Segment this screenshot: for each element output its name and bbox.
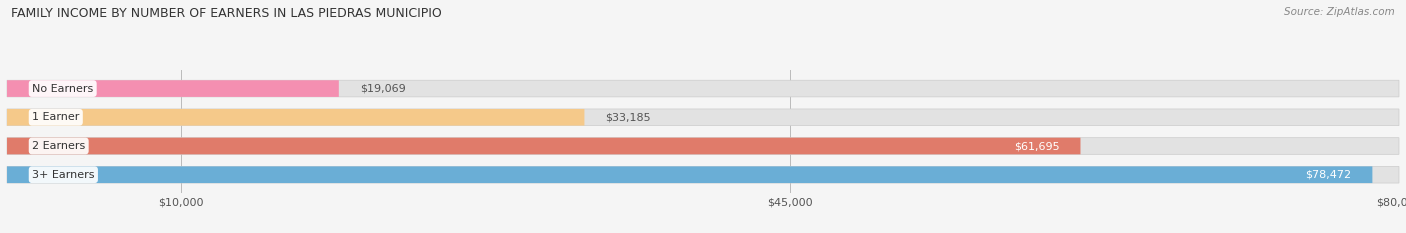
Text: Source: ZipAtlas.com: Source: ZipAtlas.com xyxy=(1284,7,1395,17)
FancyBboxPatch shape xyxy=(7,166,1372,183)
FancyBboxPatch shape xyxy=(7,80,339,97)
FancyBboxPatch shape xyxy=(7,109,585,126)
FancyBboxPatch shape xyxy=(7,80,1399,97)
Text: FAMILY INCOME BY NUMBER OF EARNERS IN LAS PIEDRAS MUNICIPIO: FAMILY INCOME BY NUMBER OF EARNERS IN LA… xyxy=(11,7,441,20)
Text: $61,695: $61,695 xyxy=(1014,141,1060,151)
FancyBboxPatch shape xyxy=(7,166,1399,183)
FancyBboxPatch shape xyxy=(7,138,1399,154)
FancyBboxPatch shape xyxy=(7,109,1399,126)
Text: $78,472: $78,472 xyxy=(1305,170,1351,180)
FancyBboxPatch shape xyxy=(7,138,1080,154)
Text: 3+ Earners: 3+ Earners xyxy=(32,170,94,180)
Text: No Earners: No Earners xyxy=(32,84,93,94)
Text: $19,069: $19,069 xyxy=(360,84,405,94)
Text: 1 Earner: 1 Earner xyxy=(32,112,80,122)
Text: 2 Earners: 2 Earners xyxy=(32,141,86,151)
Text: $33,185: $33,185 xyxy=(606,112,651,122)
